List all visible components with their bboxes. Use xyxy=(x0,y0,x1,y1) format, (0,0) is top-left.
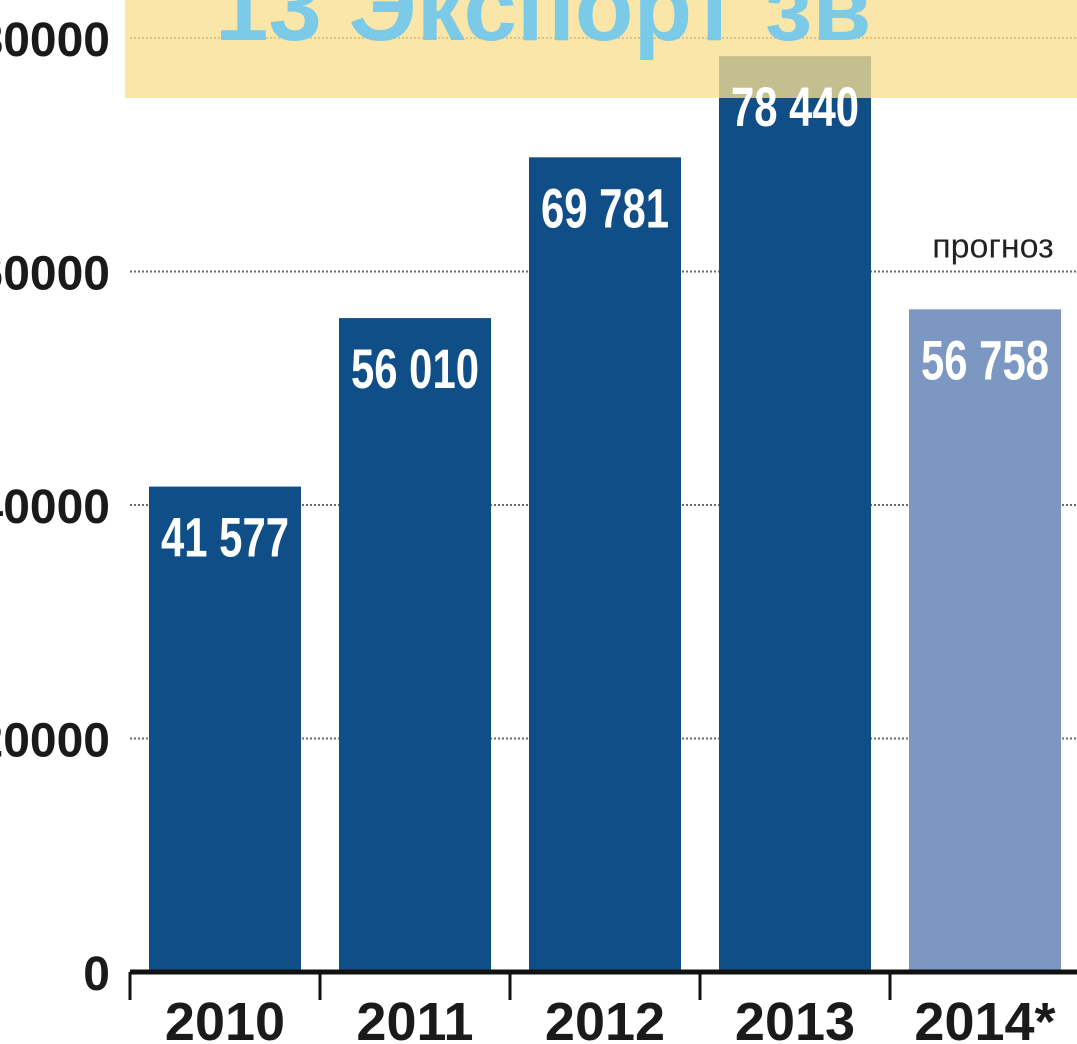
forecast-note: прогноз xyxy=(932,227,1054,265)
header-banner: 13 Экспорт зв xyxy=(125,0,1077,98)
bar-2012 xyxy=(529,157,681,972)
value-label: 78 440 xyxy=(731,75,859,138)
y-tick-label: 0 xyxy=(83,948,110,1001)
bar-2013 xyxy=(719,56,871,972)
bar-2014 xyxy=(909,309,1061,972)
value-label: 56 010 xyxy=(351,337,479,400)
x-tick-label: 2014* xyxy=(914,992,1055,1044)
x-tick-label: 2013 xyxy=(735,992,855,1044)
value-labels: 41 577 56 010 69 781 78 440 56 758 xyxy=(161,75,1049,568)
value-label: 69 781 xyxy=(541,176,669,239)
y-tick-label: 20000 xyxy=(0,715,110,768)
x-tick-label: 2011 xyxy=(356,992,473,1044)
header-banner-background xyxy=(125,0,1077,98)
bars xyxy=(149,56,1061,972)
bar-2010 xyxy=(149,486,301,972)
header-banner-title: 13 Экспорт зв xyxy=(215,0,871,61)
y-tick-label: 60000 xyxy=(0,248,110,301)
bar-2011 xyxy=(339,318,491,972)
y-tick-label: 40000 xyxy=(0,481,110,534)
x-axis-categories: 2010 2011 2012 2013 2014* xyxy=(165,992,1056,1044)
x-tick-label: 2012 xyxy=(545,992,665,1044)
value-label: 56 758 xyxy=(921,328,1049,391)
x-tick-label: 2010 xyxy=(165,992,285,1044)
annotations: прогноз xyxy=(932,227,1054,265)
value-label: 41 577 xyxy=(161,506,289,569)
x-axis xyxy=(128,969,1077,1000)
